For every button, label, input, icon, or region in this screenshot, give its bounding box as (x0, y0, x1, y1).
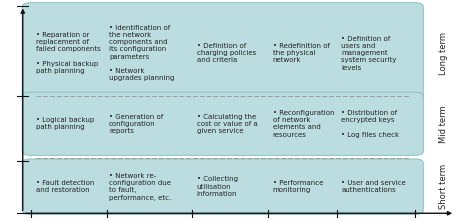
Text: • Logical backup
path planning: • Logical backup path planning (36, 117, 94, 130)
Text: Mid term: Mid term (439, 105, 447, 143)
Text: • Definition of
users and
management
system security
levels: • Definition of users and management sys… (341, 36, 397, 70)
Text: Long term: Long term (439, 32, 447, 74)
Text: • Distribution of
encrypted keys

• Log files check: • Distribution of encrypted keys • Log f… (341, 110, 400, 138)
Text: • Redefinition of
the physical
network: • Redefinition of the physical network (273, 43, 329, 63)
Text: • Reparation or
replacement of
failed components

• Physical backup
path plannin: • Reparation or replacement of failed co… (36, 32, 100, 74)
FancyBboxPatch shape (22, 3, 423, 103)
Text: • Fault detection
and restoration: • Fault detection and restoration (36, 180, 94, 193)
Text: • Identification of
the network
components and
its configuration
parameters

• N: • Identification of the network componen… (109, 25, 174, 81)
Text: Short term: Short term (439, 164, 447, 209)
Text: • Network re-
configuration due
to fault,
performance, etc.: • Network re- configuration due to fault… (109, 173, 171, 201)
Text: • Reconfiguration
of network
elements and
resources: • Reconfiguration of network elements an… (273, 110, 334, 138)
Text: • Generation of
configuration
reports: • Generation of configuration reports (109, 114, 163, 134)
Text: • Definition of
charging policies
and criteria: • Definition of charging policies and cr… (197, 43, 256, 63)
Text: • User and service
authentications: • User and service authentications (341, 180, 406, 193)
FancyBboxPatch shape (22, 159, 423, 214)
Text: • Calculating the
cost or value of a
given service: • Calculating the cost or value of a giv… (197, 114, 257, 134)
FancyBboxPatch shape (22, 92, 423, 155)
Text: • Collecting
utilisation
information: • Collecting utilisation information (197, 177, 237, 197)
Text: • Performance
monitoring: • Performance monitoring (273, 180, 323, 193)
